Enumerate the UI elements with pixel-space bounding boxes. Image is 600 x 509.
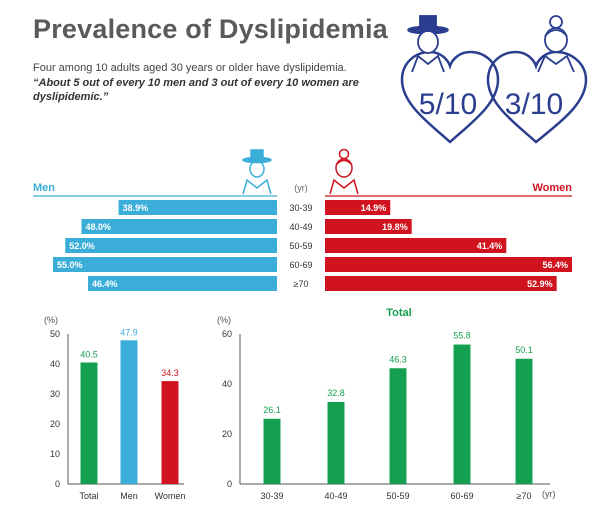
chart-title: Total	[386, 307, 411, 319]
bar	[389, 368, 407, 484]
bar-value-label: 46.3	[389, 354, 407, 364]
women-ratio: 3/10	[505, 88, 563, 121]
age-group-label: 50-59	[289, 241, 312, 251]
summary-quote: “About 5 out of every 10 men and 3 out o…	[33, 77, 359, 103]
y-tick-label: 20	[50, 419, 60, 429]
women-bar-label: 56.4%	[542, 260, 568, 270]
age-group-label: ≥70	[294, 279, 309, 289]
women-bar	[325, 276, 557, 291]
y-tick-label: 40	[222, 379, 232, 389]
y-tick-label: 40	[50, 359, 60, 369]
bar-value-label: 50.1	[515, 345, 533, 355]
y-axis-unit: (%)	[217, 315, 231, 325]
men-ratio: 5/10	[419, 88, 477, 121]
x-tick-label: ≥70	[517, 491, 532, 501]
bar	[80, 362, 98, 484]
y-tick-label: 10	[50, 449, 60, 459]
bar	[161, 381, 179, 484]
age-group-label: 40-49	[289, 222, 312, 232]
y-tick-label: 20	[222, 429, 232, 439]
bar	[120, 340, 138, 484]
men-bar	[118, 200, 277, 215]
women-bar	[325, 219, 412, 234]
x-axis-unit: (yr)	[542, 489, 556, 499]
x-tick-label: 30-39	[260, 491, 283, 501]
women-side-label: Women	[532, 182, 572, 194]
y-tick-label: 0	[55, 479, 60, 489]
men-side-label: Men	[33, 182, 55, 194]
hearts-illustration: 5/10 3/10	[400, 15, 588, 144]
men-bar-label: 52.0%	[69, 241, 95, 251]
age-unit-label: (yr)	[294, 183, 308, 193]
bar	[263, 418, 281, 484]
heart-outline-icon	[400, 50, 588, 144]
men-bar-label: 55.0%	[57, 260, 83, 270]
men-bar-label: 48.0%	[86, 222, 112, 232]
men-bar	[88, 276, 277, 291]
men-bar-label: 38.9%	[123, 203, 149, 213]
y-tick-label: 0	[227, 479, 232, 489]
bar-value-label: 47.9	[120, 327, 138, 337]
prevalence-by-sex-chart: (%) 0 10 20 30 40 50 40.5 Total 47.9 Men 34.3 Women	[44, 315, 186, 501]
bar-value-label: 32.8	[327, 388, 345, 398]
men-figure-icon	[242, 149, 272, 195]
women-bar	[325, 257, 572, 272]
women-bar-label: 41.4%	[477, 241, 503, 251]
bar	[515, 358, 533, 484]
bar	[453, 344, 471, 484]
women-bar-label: 52.9%	[527, 279, 553, 289]
prevalence-by-age-chart: Total (%) (yr) 0 20 40 60 26.1 30-39 32.8 40-49…	[217, 307, 556, 501]
y-tick-label: 50	[50, 329, 60, 339]
bar-value-label: 26.1	[263, 405, 281, 415]
x-tick-label: Total	[79, 491, 98, 501]
women-bar-label: 19.8%	[382, 222, 408, 232]
x-tick-label: 50-59	[386, 491, 409, 501]
page-title: Prevalence of Dyslipidemia	[33, 14, 388, 44]
men-bar-label: 46.4%	[92, 279, 118, 289]
men-bar	[81, 219, 277, 234]
bar-value-label: 34.3	[161, 368, 179, 378]
women-bar	[325, 200, 391, 215]
age-group-label: 60-69	[289, 260, 312, 270]
bar-value-label: 55.8	[453, 331, 471, 341]
y-tick-label: 30	[50, 389, 60, 399]
woman-with-bun-icon	[537, 15, 575, 73]
x-tick-label: Women	[155, 491, 186, 501]
x-tick-label: Men	[120, 491, 138, 501]
women-figure-icon	[329, 148, 359, 195]
man-with-gat-icon	[407, 15, 449, 73]
men-bar	[65, 238, 277, 253]
bar	[327, 402, 345, 484]
y-tick-label: 60	[222, 329, 232, 339]
bar-value-label: 40.5	[80, 350, 98, 360]
men-bar	[53, 257, 277, 272]
x-tick-label: 40-49	[324, 491, 347, 501]
women-bar-label: 14.9%	[361, 203, 387, 213]
women-bar	[325, 238, 507, 253]
subtitle: Four among 10 adults aged 30 years or ol…	[33, 62, 347, 74]
butterfly-chart: Men Women (yr) 38.9% 14.9% 30-39 48.0% 19.8%…	[33, 148, 572, 291]
y-axis-unit: (%)	[44, 315, 58, 325]
age-group-label: 30-39	[289, 203, 312, 213]
x-tick-label: 60-69	[450, 491, 473, 501]
